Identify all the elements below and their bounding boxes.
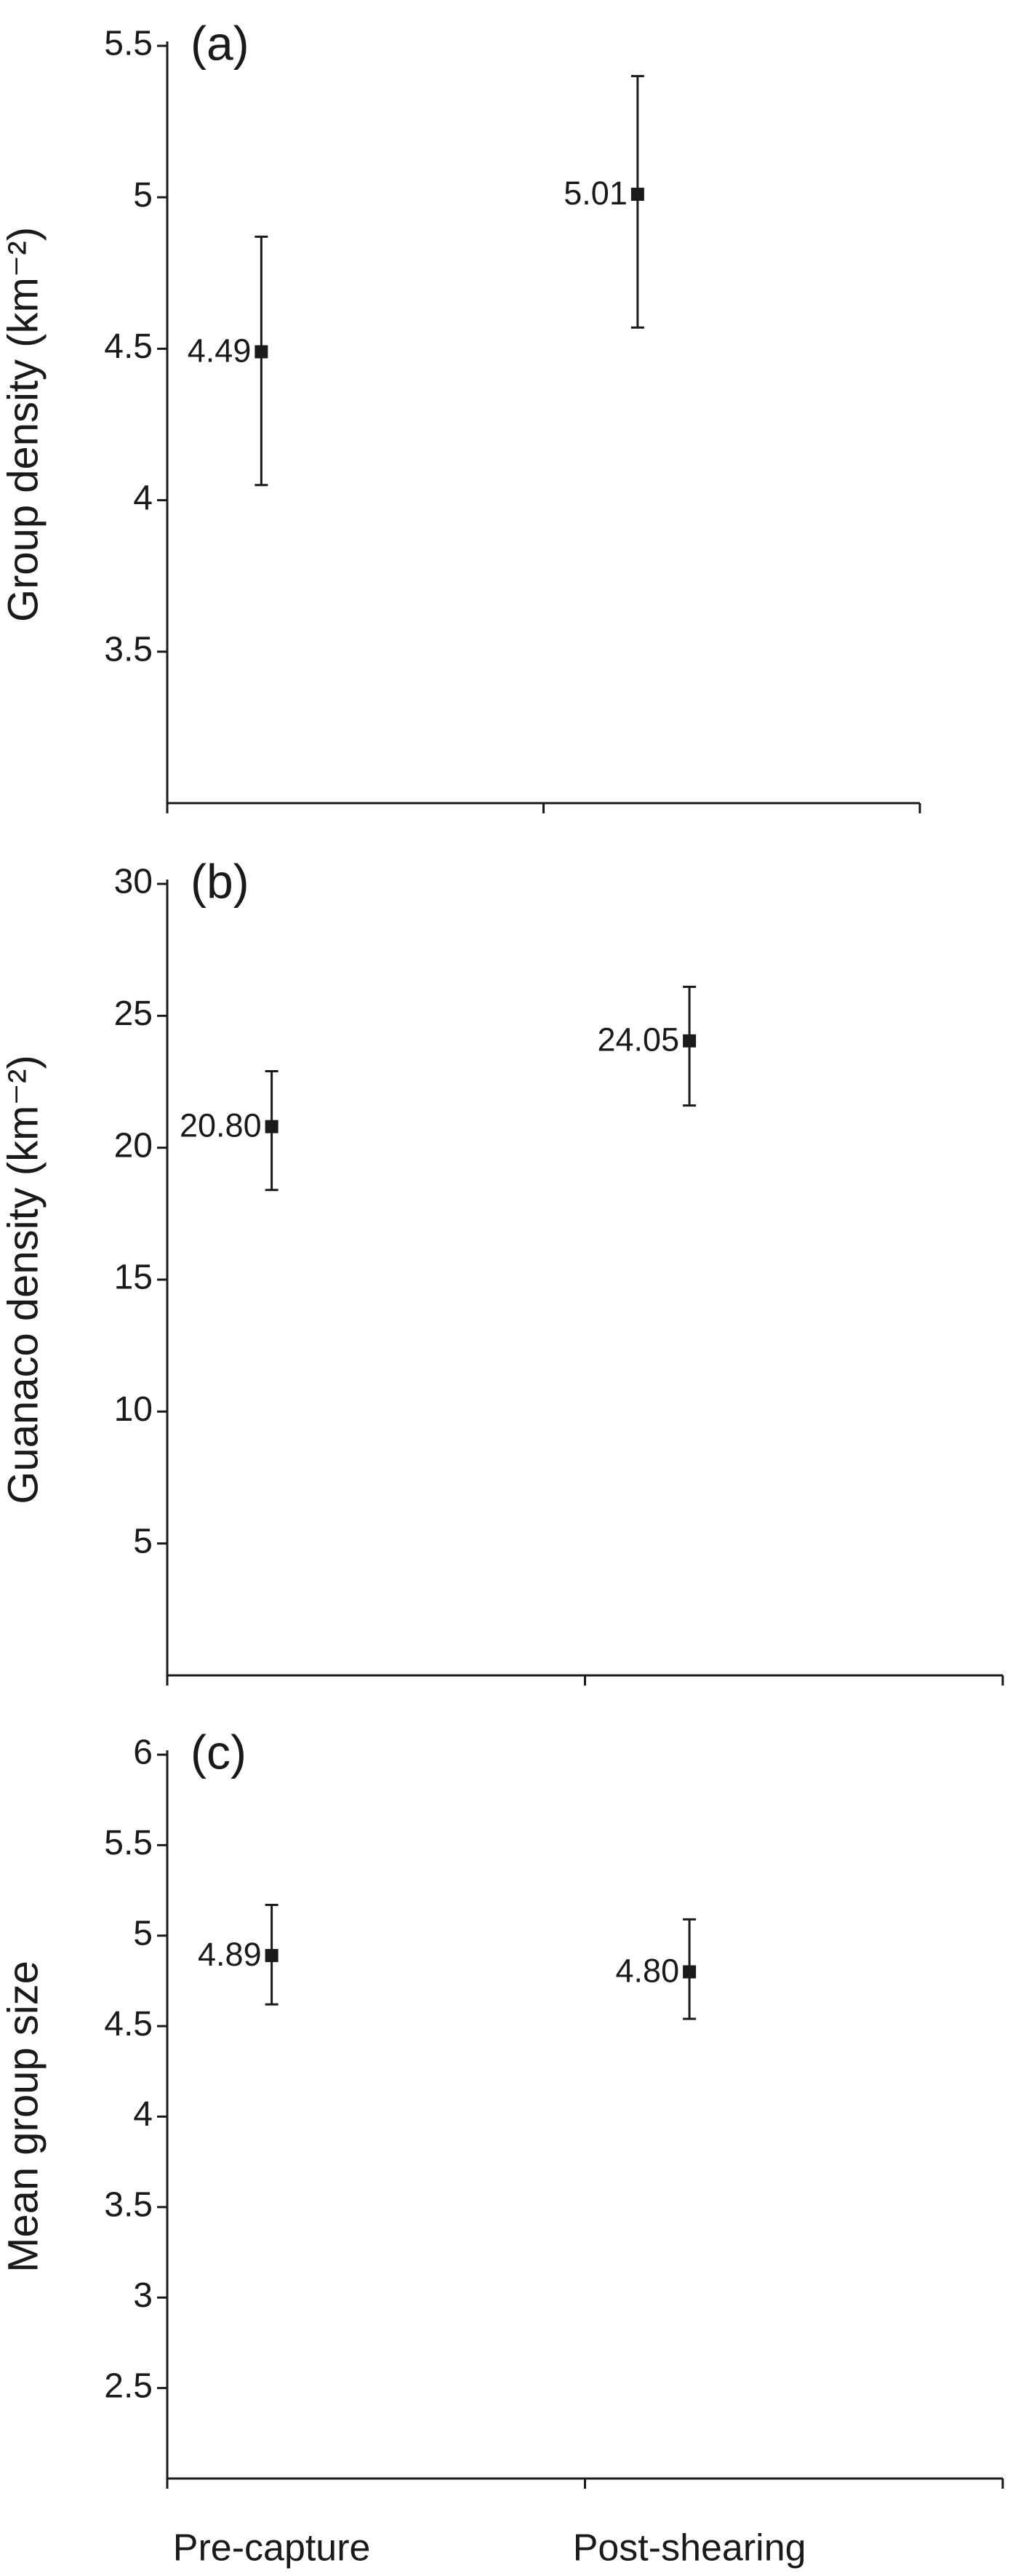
y-tick-label: 10	[114, 1390, 153, 1429]
y-tick-label: 2.5	[104, 2366, 153, 2405]
y-axis-label: Group density (km⁻²)	[0, 227, 47, 622]
value-label: 5.01	[564, 175, 628, 212]
y-tick-label: 5	[133, 1914, 153, 1953]
point	[265, 1949, 278, 1963]
y-axis-label: Mean group size	[0, 1961, 47, 2273]
y-tick-label: 5.5	[104, 1824, 153, 1862]
point	[683, 1965, 697, 1979]
point	[254, 345, 268, 359]
x-tick-label: Post-shearing	[573, 2527, 806, 2569]
y-tick-label: 3.5	[104, 2186, 153, 2225]
y-tick-label: 4	[133, 479, 153, 517]
y-tick-label: 6	[133, 1734, 153, 1772]
y-tick-label: 15	[114, 1259, 153, 1297]
y-axis-label: Guanaco density (km⁻²)	[0, 1055, 47, 1504]
y-tick-label: 30	[114, 863, 153, 901]
panel-title: (b)	[191, 854, 249, 908]
y-tick-label: 20	[114, 1126, 153, 1165]
x-tick-label: Pre-capture	[173, 2527, 371, 2569]
y-tick-label: 25	[114, 994, 153, 1033]
value-label: 4.49	[188, 332, 252, 369]
value-label: 24.05	[598, 1021, 680, 1058]
y-tick-label: 3	[133, 2276, 153, 2315]
y-tick-label: 5	[133, 176, 153, 215]
value-label: 4.89	[198, 1936, 262, 1973]
value-label: 20.80	[180, 1107, 262, 1144]
y-tick-label: 4	[133, 2095, 153, 2134]
point	[630, 188, 644, 202]
y-tick-label: 5.5	[104, 25, 153, 63]
panel-title: (a)	[191, 16, 249, 70]
y-tick-label: 3.5	[104, 630, 153, 669]
y-tick-label: 5	[133, 1522, 153, 1560]
y-tick-label: 4.5	[104, 327, 153, 366]
point	[683, 1034, 697, 1048]
y-tick-label: 4.5	[104, 2005, 153, 2043]
point	[265, 1120, 278, 1133]
value-label: 4.80	[616, 1952, 680, 1989]
panel-title: (c)	[191, 1725, 247, 1779]
